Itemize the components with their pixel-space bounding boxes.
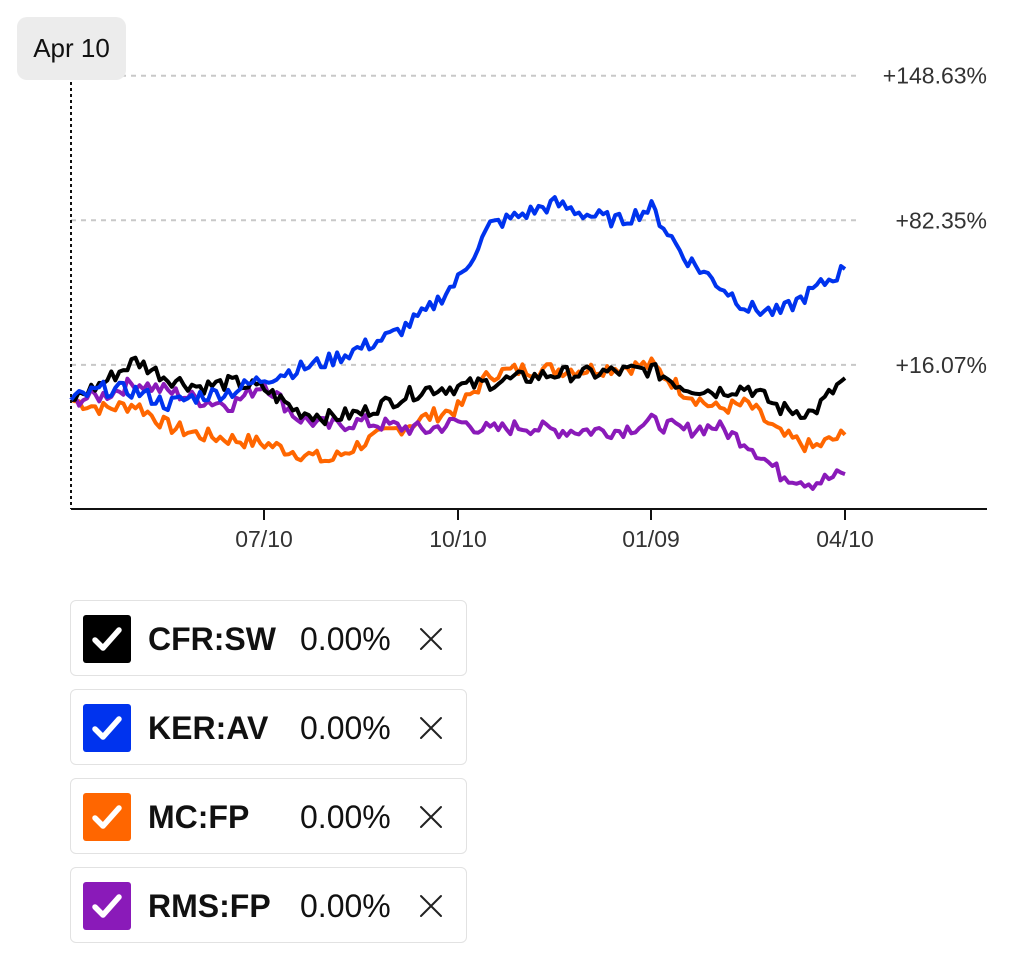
close-icon[interactable] (417, 714, 445, 742)
legend-item-rms-fp[interactable]: RMS:FP 0.00% (70, 867, 467, 943)
x-tick-label: 07/10 (235, 526, 293, 552)
y-tick-label: +16.07% (896, 352, 987, 378)
x-tick-label: 10/10 (429, 526, 487, 552)
legend-item-ker-av[interactable]: KER:AV 0.00% (70, 689, 467, 765)
series-line-rms-fp[interactable] (69, 376, 846, 491)
legend-symbol: MC:FP (148, 799, 250, 835)
y-axis-tick-labels: +148.63% +82.35% +16.07% (883, 63, 987, 378)
close-icon[interactable] (417, 803, 445, 831)
legend-symbol: CFR:SW (148, 621, 276, 657)
x-tick-label: 04/10 (816, 526, 874, 552)
legend-change: 0.00% (300, 710, 391, 746)
check-icon[interactable] (83, 615, 131, 663)
close-icon[interactable] (417, 625, 445, 653)
legend-item-mc-fp[interactable]: MC:FP 0.00% (70, 778, 467, 854)
x-axis-ticks: 07/10 10/10 01/09 04/10 (235, 509, 874, 552)
hover-date-badge: Apr 10 (17, 17, 126, 80)
y-tick-label: +82.35% (896, 207, 987, 233)
legend-symbol: RMS:FP (148, 888, 271, 924)
close-icon[interactable] (417, 892, 445, 920)
series-line-mc-fp[interactable] (70, 356, 847, 464)
check-icon[interactable] (83, 793, 131, 841)
legend-item-cfr-sw[interactable]: CFR:SW 0.00% (70, 600, 467, 676)
legend-change: 0.00% (300, 799, 391, 835)
gridlines (71, 74, 858, 366)
series-line-ker-av[interactable] (69, 195, 847, 413)
check-icon[interactable] (83, 704, 131, 752)
y-tick-label: +148.63% (883, 63, 987, 89)
legend-symbol: KER:AV (148, 710, 269, 746)
check-icon[interactable] (83, 882, 131, 930)
legend-change: 0.00% (300, 888, 391, 924)
series-line-cfr-sw[interactable] (71, 355, 847, 427)
series-lines (69, 195, 847, 491)
x-tick-label: 01/09 (622, 526, 680, 552)
hover-date-label: Apr 10 (33, 33, 110, 63)
price-change-chart[interactable]: +148.63% +82.35% +16.07% 07/10 10/10 01/09 04… (0, 0, 1024, 570)
legend-change: 0.00% (300, 621, 391, 657)
